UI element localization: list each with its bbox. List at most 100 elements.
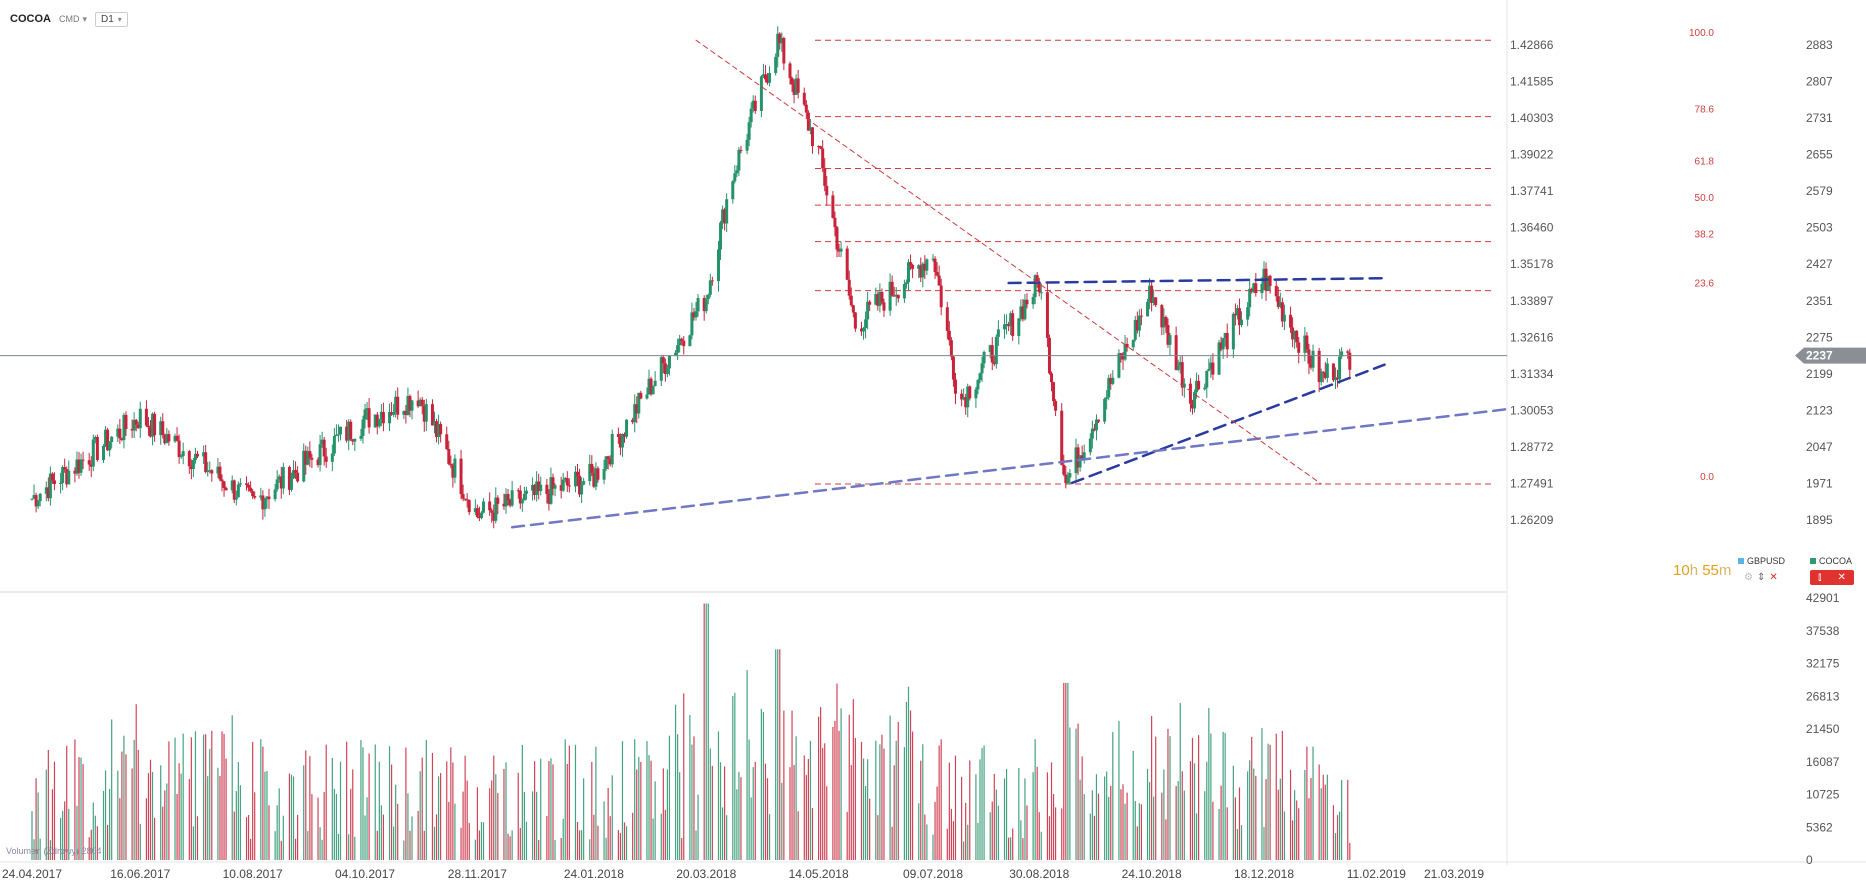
- volume-bar: [1298, 808, 1300, 860]
- candle-body: [1319, 371, 1323, 383]
- timeframe-select[interactable]: D1 ▾: [94, 11, 128, 27]
- candle-body: [167, 434, 171, 442]
- candle-body: [825, 185, 829, 196]
- candle-body: [1293, 330, 1297, 340]
- candle-body: [1033, 275, 1037, 298]
- candle-body: [1025, 299, 1029, 305]
- legend-gbpusd[interactable]: GBPUSD: [1738, 556, 1785, 566]
- candle-body: [202, 452, 206, 457]
- volume-bar: [53, 761, 56, 860]
- candle-body: [935, 272, 939, 276]
- volume-bar: [993, 773, 995, 860]
- volume-bar: [989, 812, 991, 860]
- candle-body: [320, 439, 324, 445]
- volume-bar: [250, 838, 252, 860]
- price-axis: 1.42866 2883 1.41585 2807 1.40303 2731 1.39022…: [1510, 38, 1833, 527]
- volume-bar: [934, 801, 936, 860]
- candle-body: [631, 419, 635, 423]
- volume-bar: [905, 701, 908, 860]
- candle-body: [473, 508, 477, 513]
- volume-bar: [1263, 826, 1265, 860]
- cocoa-tick-label: 2503: [1806, 221, 1833, 235]
- volume-bar: [431, 752, 434, 860]
- trendlines: [510, 39, 1507, 529]
- candle-body: [1135, 319, 1139, 331]
- candle-body: [974, 389, 978, 399]
- volume-series: [31, 603, 1351, 860]
- volume-bar: [435, 814, 438, 860]
- volume-bar: [523, 791, 525, 860]
- candle-body: [461, 494, 465, 499]
- candle-body: [206, 470, 210, 473]
- settings-icon[interactable]: ⚙: [1744, 572, 1753, 583]
- gbpusd-tick-label: 1.30053: [1510, 403, 1554, 417]
- close-icon[interactable]: ✕: [1837, 572, 1846, 583]
- candle-type-icon[interactable]: ⫾: [1818, 572, 1822, 583]
- volume-bar: [1108, 796, 1110, 860]
- volume-bar: [634, 739, 636, 860]
- volume-bar: [68, 808, 70, 860]
- volume-bar: [280, 840, 282, 860]
- market-dropdown[interactable]: CMD ▾: [59, 14, 87, 25]
- candle-body: [89, 464, 93, 467]
- volume-bar: [196, 816, 199, 860]
- volume-bar: [390, 764, 393, 860]
- legend-cocoa[interactable]: COCOA: [1810, 556, 1852, 566]
- candle-body: [482, 501, 486, 513]
- candle-body: [73, 470, 77, 474]
- volume-bar: [1204, 791, 1206, 860]
- candle-body: [1235, 308, 1239, 316]
- candle-body: [1203, 387, 1207, 390]
- candle-body: [551, 477, 555, 489]
- candle-body: [518, 490, 522, 504]
- candle-body: [645, 394, 649, 399]
- candle-body: [635, 404, 639, 414]
- symbol-label[interactable]: COCOA: [10, 13, 51, 25]
- candle-body: [1182, 383, 1186, 388]
- candle-body: [1066, 477, 1070, 484]
- volume-bar: [37, 792, 39, 860]
- gbpusd-tick-label: 1.27491: [1510, 476, 1554, 490]
- candle-body: [437, 424, 441, 437]
- candle-body: [1219, 342, 1223, 350]
- candle-body: [261, 495, 265, 510]
- volume-bar: [1210, 733, 1212, 860]
- volume-bar: [478, 830, 481, 860]
- volume-bar: [1167, 728, 1169, 860]
- candle-body: [561, 479, 565, 491]
- candle-body: [535, 481, 539, 495]
- volume-bar: [948, 762, 950, 860]
- trendline-support-long: [510, 408, 1507, 529]
- candle-body: [34, 495, 38, 507]
- fib-level-label: 50.0: [1695, 193, 1715, 204]
- volume-bar: [895, 740, 897, 860]
- candle-body: [124, 414, 128, 429]
- volume-bar: [862, 758, 865, 860]
- candle-body: [602, 468, 606, 480]
- candle-body: [788, 63, 792, 79]
- candle-body: [146, 425, 150, 428]
- volume-bar: [1224, 732, 1226, 860]
- reorder-icon[interactable]: ⇕: [1756, 572, 1766, 583]
- candle-body: [1076, 447, 1080, 468]
- candle-body: [1348, 352, 1352, 370]
- candle-body: [390, 412, 394, 415]
- candle-body: [265, 496, 269, 500]
- candle-body: [1223, 332, 1227, 339]
- candle-body: [906, 262, 910, 283]
- volume-bar: [1294, 790, 1296, 860]
- candle-body: [506, 494, 510, 500]
- candle-body: [782, 37, 786, 64]
- candle-body: [894, 294, 898, 297]
- candle-body: [610, 433, 614, 465]
- volume-bar: [597, 825, 599, 860]
- volume-bar: [76, 805, 78, 860]
- candle-body: [81, 459, 85, 461]
- volume-bar: [1253, 768, 1255, 860]
- volume-bar: [468, 822, 470, 860]
- close-icon[interactable]: ✕: [1769, 572, 1778, 583]
- volume-bar: [1218, 809, 1220, 860]
- candle-body: [322, 439, 326, 457]
- volume-bar: [1304, 770, 1306, 860]
